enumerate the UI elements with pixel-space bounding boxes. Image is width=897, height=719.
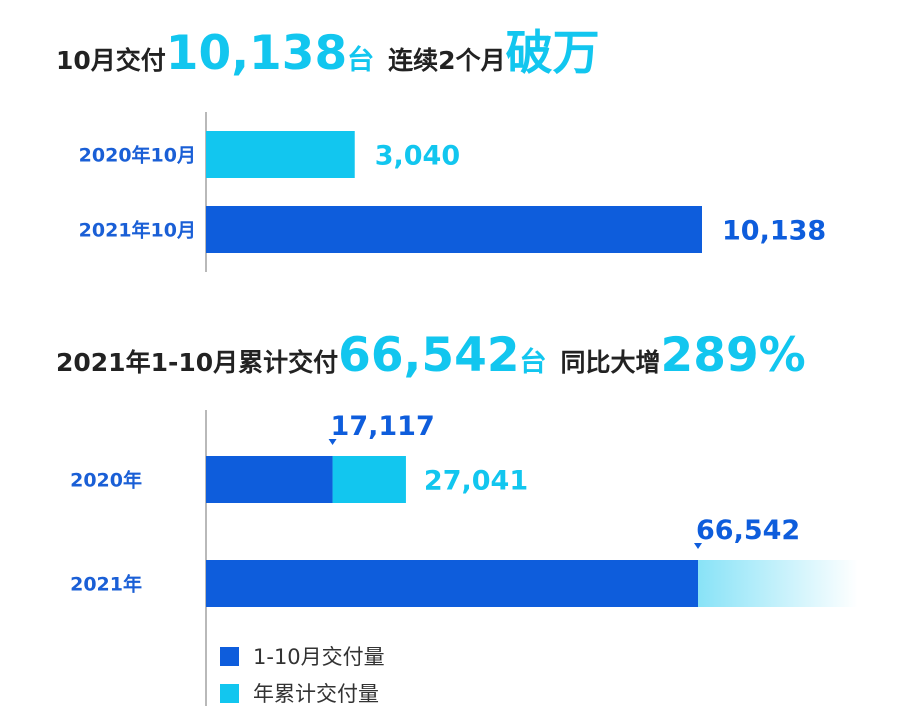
chart1-value-label: 3,040 xyxy=(375,141,460,172)
chart2-monthly-label: 66,542 xyxy=(696,515,800,546)
headline2-highlight: 289% xyxy=(660,328,806,383)
chart2-category-label: 2021年 xyxy=(70,573,142,596)
chart1-bar xyxy=(206,131,355,178)
headline2-big-number: 66,542 xyxy=(338,328,520,383)
legend-item-monthly: 1-10月交付量 xyxy=(220,641,385,671)
chart2-marker-arrow xyxy=(328,439,337,445)
chart-october-comparison: 2020年10月 3,040 2021年10月 10,138 xyxy=(79,112,826,272)
headline2-part1: 2021年1-10月累计交付 xyxy=(56,348,339,377)
chart2-bar-annual xyxy=(332,456,406,503)
headline2-part2: 同比大增 xyxy=(560,348,661,377)
chart-cumulative-comparison: 2020年 27,041 17,117 2021年 66,542 xyxy=(70,410,858,706)
legend-swatch-light-blue xyxy=(220,683,239,703)
chart1-category-label: 2020年10月 xyxy=(79,144,196,167)
headline1-big-number: 10,138 xyxy=(165,26,348,81)
chart2-category-label: 2020年 xyxy=(70,469,142,492)
headline1-highlight: 破万 xyxy=(505,26,600,81)
chart2-bar-fade xyxy=(698,560,858,607)
headline-october-delivery: 10月交付 10,138 台 连续2个月 破万 xyxy=(56,14,600,83)
chart2-bar-monthly xyxy=(206,560,698,607)
headline1-unit: 台 xyxy=(347,45,375,76)
chart1-value-label: 10,138 xyxy=(722,216,826,247)
legend-label-monthly: 1-10月交付量 xyxy=(253,645,385,669)
chart2-total-label: 27,041 xyxy=(424,466,528,497)
headline2-unit: 台 xyxy=(519,347,547,378)
headline-cumulative-delivery: 2021年1-10月累计交付 66,542 台 同比大增 289% xyxy=(56,328,806,383)
chart1-category-label: 2021年10月 xyxy=(79,219,196,242)
legend-item-annual: 年累计交付量 xyxy=(220,678,379,708)
headline1-part2: 连续2个月 xyxy=(388,46,506,75)
chart1-bar xyxy=(206,206,702,253)
legend-label-annual: 年累计交付量 xyxy=(253,682,379,706)
headline1-part1: 10月交付 xyxy=(56,46,166,75)
chart2-bar-monthly xyxy=(206,456,333,503)
legend-swatch-dark-blue xyxy=(220,646,239,666)
chart2-marker-arrow xyxy=(694,543,702,549)
chart2-monthly-label: 17,117 xyxy=(331,411,435,442)
